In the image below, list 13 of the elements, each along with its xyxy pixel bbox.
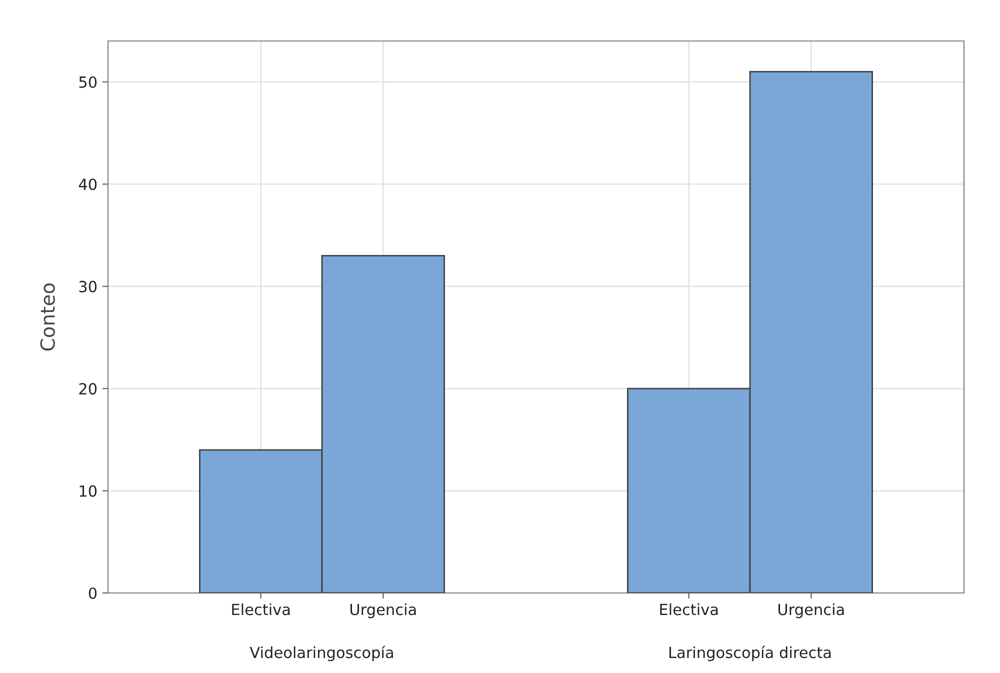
y-tick-label: 0 <box>88 587 97 600</box>
y-tick-label: 50 <box>79 76 97 88</box>
x-tick-label: Urgencia <box>350 603 416 618</box>
text: Laringoscopía directa <box>669 646 831 662</box>
x-tick-label: Electiva <box>660 603 718 616</box>
y-axis-title: Conteo <box>40 283 55 351</box>
y-tick-label: 30 <box>79 280 97 292</box>
x-tick-label: Electiva <box>232 603 290 616</box>
text: Videolaringoscopía <box>250 646 393 662</box>
y-tick-label: 10 <box>80 485 97 497</box>
x-tick-label: Urgencia <box>778 603 844 618</box>
y-tick-label: 20 <box>79 383 97 395</box>
y-tick-label: 40 <box>78 178 97 190</box>
